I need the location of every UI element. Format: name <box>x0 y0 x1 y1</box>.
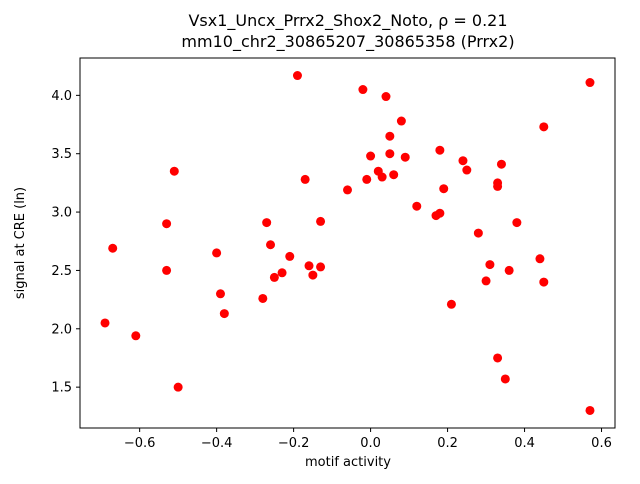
data-point <box>435 145 445 155</box>
chart-title-line2: mm10_chr2_30865207_30865358 (Prrx2) <box>181 32 514 52</box>
data-point <box>212 248 222 258</box>
data-point <box>362 174 372 184</box>
data-point <box>500 374 510 384</box>
data-point <box>316 216 326 226</box>
data-point <box>462 165 472 175</box>
data-point <box>266 240 276 250</box>
x-tick-label: 0.0 <box>360 436 381 451</box>
data-point <box>162 265 172 275</box>
data-point <box>304 261 314 271</box>
x-tick-label: −0.6 <box>124 436 156 451</box>
data-point <box>131 331 141 341</box>
data-point <box>535 254 545 264</box>
data-point <box>481 276 491 286</box>
y-tick-label: 1.5 <box>51 381 72 396</box>
data-point <box>396 116 406 126</box>
data-point <box>358 85 368 95</box>
y-axis-label: signal at CRE (ln) <box>13 187 28 299</box>
data-point <box>473 228 483 238</box>
x-axis-label: motif activity <box>305 455 391 470</box>
x-axis-ticks: −0.6 −0.4 −0.2 0.0 0.2 0.4 0.6 <box>124 428 612 451</box>
data-point <box>512 218 522 228</box>
data-points <box>100 71 595 415</box>
data-point <box>377 172 387 182</box>
x-tick-label: −0.4 <box>201 436 233 451</box>
data-point <box>262 218 272 228</box>
data-point <box>100 318 110 328</box>
x-tick-label: 0.2 <box>437 436 458 451</box>
axes-frame <box>79 57 616 429</box>
data-point <box>458 156 468 166</box>
y-tick-label: 3.5 <box>51 147 72 162</box>
data-point <box>496 159 506 169</box>
data-point <box>215 289 225 299</box>
data-point <box>389 170 399 180</box>
y-tick-label: 4.0 <box>51 89 72 104</box>
data-point <box>292 71 302 81</box>
x-tick-label: −0.2 <box>278 436 310 451</box>
y-tick-label: 2.0 <box>51 322 72 337</box>
data-point <box>258 293 268 303</box>
y-tick-label: 3.0 <box>51 206 72 221</box>
data-point <box>308 270 318 280</box>
data-point <box>539 277 549 287</box>
data-point <box>316 262 326 272</box>
data-point <box>439 184 449 194</box>
data-point <box>381 92 391 102</box>
data-point <box>485 260 495 270</box>
y-tick-label: 2.5 <box>51 264 72 279</box>
data-point <box>504 265 514 275</box>
chart-title-line1: Vsx1_Uncx_Prrx2_Shox2_Noto, ρ = 0.21 <box>188 11 507 31</box>
data-point <box>539 122 549 132</box>
data-point <box>219 309 229 319</box>
data-point <box>400 152 410 162</box>
data-point <box>169 166 179 176</box>
data-point <box>412 201 422 211</box>
data-point <box>285 251 295 261</box>
data-point <box>446 299 456 309</box>
data-point <box>277 268 287 278</box>
data-point <box>269 272 279 282</box>
x-tick-label: 0.6 <box>591 436 612 451</box>
data-point <box>300 174 310 184</box>
data-point <box>385 149 395 159</box>
x-tick-label: 0.4 <box>514 436 535 451</box>
y-axis-ticks: 1.5 2.0 2.5 3.0 3.5 4.0 <box>51 89 80 396</box>
data-point <box>385 131 395 141</box>
data-point <box>343 185 352 195</box>
data-point <box>366 151 376 161</box>
data-point <box>173 382 183 392</box>
data-point <box>493 353 503 363</box>
data-point <box>585 78 595 88</box>
data-point <box>162 219 172 229</box>
data-point <box>435 208 445 218</box>
data-point <box>108 243 118 253</box>
data-point <box>493 181 503 191</box>
data-point <box>585 405 595 415</box>
